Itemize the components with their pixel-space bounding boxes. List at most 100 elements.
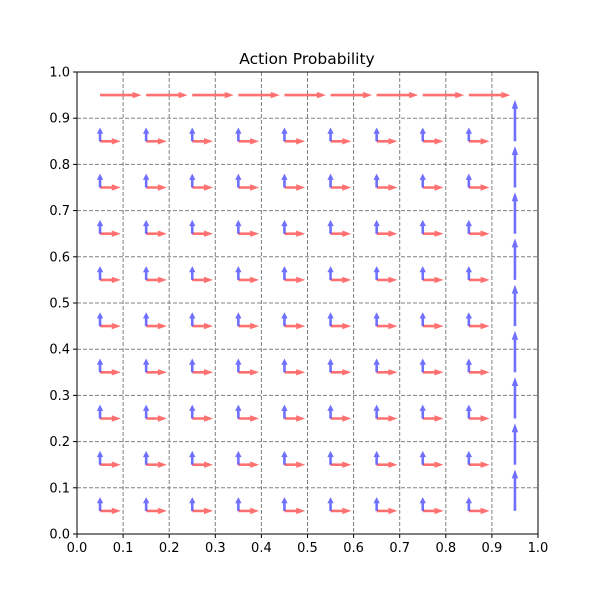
arrow-right — [376, 276, 398, 284]
x-tick-label: 0.7 — [389, 541, 410, 556]
arrow-up — [235, 497, 242, 511]
arrow-right — [146, 276, 167, 284]
y-tick-label: 0.8 — [49, 158, 70, 173]
arrow-right — [192, 138, 213, 145]
y-tick-label: 0.5 — [49, 297, 70, 312]
arrow-right — [422, 184, 444, 191]
arrow-up — [235, 312, 242, 327]
arrow-up — [281, 219, 288, 234]
arrow-up — [96, 450, 104, 465]
arrow-right — [376, 184, 398, 191]
arrow-up — [373, 404, 380, 419]
arrow-right — [468, 230, 490, 237]
arrow-right — [330, 415, 352, 422]
arrow-up — [96, 404, 104, 419]
arrow-up — [235, 450, 242, 465]
action-arrow-field — [96, 91, 519, 515]
arrow-right — [238, 507, 260, 515]
arrow-right — [100, 184, 121, 191]
arrow-up — [511, 377, 519, 419]
arrow-up — [235, 358, 242, 373]
arrow-right — [146, 461, 167, 468]
arrow-right — [100, 276, 121, 284]
arrow-up — [142, 219, 150, 234]
arrow-up — [419, 266, 426, 280]
arrow-up — [373, 127, 380, 142]
arrow-right — [100, 230, 121, 237]
y-tick-label: 0.7 — [49, 204, 70, 219]
arrow-right — [284, 369, 306, 376]
arrow-right — [468, 461, 490, 468]
arrow-up — [142, 450, 150, 465]
arrow-up — [465, 127, 473, 142]
arrow-up — [142, 173, 150, 188]
arrow-right — [192, 184, 213, 191]
arrow-right — [192, 230, 213, 237]
arrow-up — [189, 127, 196, 142]
arrow-up — [327, 173, 334, 188]
arrow-up — [142, 497, 150, 511]
arrow-right — [284, 91, 326, 99]
arrow-right — [376, 461, 398, 468]
y-tick-label: 0.3 — [49, 389, 70, 404]
arrow-right — [330, 507, 352, 515]
arrow-up — [373, 266, 380, 280]
arrow-up — [419, 219, 426, 234]
arrow-right — [100, 415, 121, 422]
arrow-up — [511, 99, 519, 142]
arrow-up — [281, 404, 288, 419]
arrow-up — [327, 127, 334, 142]
arrow-right — [146, 138, 167, 145]
arrow-right — [376, 138, 398, 145]
arrow-right — [284, 138, 306, 145]
plot-area — [76, 71, 539, 535]
arrow-up — [189, 266, 196, 280]
arrow-up — [327, 312, 334, 327]
arrow-right — [238, 322, 260, 330]
arrow-right — [376, 322, 398, 330]
arrow-right — [422, 322, 444, 330]
arrow-up — [419, 450, 426, 465]
arrow-right — [100, 369, 121, 376]
arrow-right — [238, 369, 260, 376]
arrow-up — [235, 404, 242, 419]
arrow-right — [146, 230, 167, 237]
arrow-up — [189, 312, 196, 327]
arrow-up — [511, 238, 519, 280]
arrow-up — [327, 266, 334, 280]
arrow-up — [465, 173, 473, 188]
arrow-right — [330, 461, 352, 468]
arrow-right — [330, 184, 352, 191]
arrow-right — [100, 461, 121, 468]
arrow-right — [284, 322, 306, 330]
arrow-up — [235, 266, 242, 280]
arrow-up — [235, 127, 242, 142]
arrow-right — [330, 276, 352, 284]
arrow-up — [142, 266, 150, 280]
arrow-up — [511, 423, 519, 465]
arrow-up — [373, 450, 380, 465]
arrow-up — [96, 173, 104, 188]
x-tick-label: 0.9 — [482, 541, 503, 556]
x-tick-label: 0.0 — [67, 541, 88, 556]
arrow-up — [189, 219, 196, 234]
arrow-right — [376, 415, 398, 422]
x-tick-label: 1.0 — [528, 541, 549, 556]
arrow-right — [376, 507, 398, 515]
arrow-up — [511, 330, 519, 373]
arrow-up — [281, 450, 288, 465]
grid-lines — [77, 72, 538, 534]
arrow-right — [468, 507, 490, 515]
arrow-right — [238, 230, 260, 237]
arrow-up — [142, 358, 150, 373]
arrow-up — [327, 497, 334, 511]
arrow-up — [511, 146, 519, 188]
arrow-right — [284, 184, 306, 191]
arrow-up — [373, 312, 380, 327]
arrow-up — [189, 358, 196, 373]
x-tick-label: 0.4 — [251, 541, 272, 556]
arrow-right — [330, 369, 352, 376]
arrow-right — [238, 415, 260, 422]
arrow-right — [146, 369, 167, 376]
arrow-up — [465, 404, 473, 419]
